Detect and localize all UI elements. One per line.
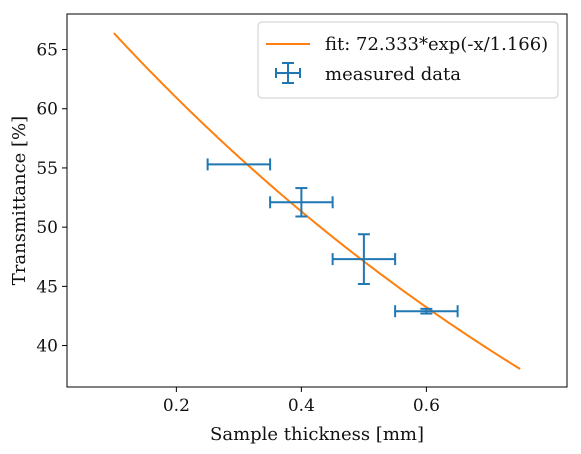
legend-data-label: measured data [325, 64, 461, 85]
x-tick-label: 0.6 [413, 396, 440, 416]
data-point-errorbar [394, 305, 459, 318]
data-point-errorbar [331, 233, 397, 285]
y-tick-label: 45 [36, 277, 58, 297]
legend-box [257, 21, 559, 99]
data-point-errorbar [206, 158, 272, 171]
plot-frame [66, 13, 568, 388]
y-axis: 40 45 50 55 60 65 [36, 41, 67, 357]
legend: fit: 72.333*exp(-x/1.166) measured data [257, 21, 559, 99]
fit-curve [113, 32, 521, 370]
series-layer [113, 32, 521, 370]
y-tick-label: 40 [36, 337, 58, 357]
y-tick-label: 50 [36, 218, 58, 238]
y-tick-label: 65 [36, 41, 58, 61]
y-tick-label: 55 [36, 159, 58, 179]
data-point-errorbar [269, 187, 334, 218]
x-axis-label: Sample thickness [mm] [210, 424, 424, 445]
x-tick-label: 0.4 [288, 396, 315, 416]
x-axis: 0.2 0.4 0.6 [163, 387, 440, 416]
y-axis-label: Transmittance [%] [9, 116, 30, 285]
legend-errorbar-swatch [275, 62, 301, 84]
y-tick-label: 60 [36, 100, 58, 120]
x-tick-label: 0.2 [163, 396, 190, 416]
legend-fit-label: fit: 72.333*exp(-x/1.166) [325, 34, 548, 55]
